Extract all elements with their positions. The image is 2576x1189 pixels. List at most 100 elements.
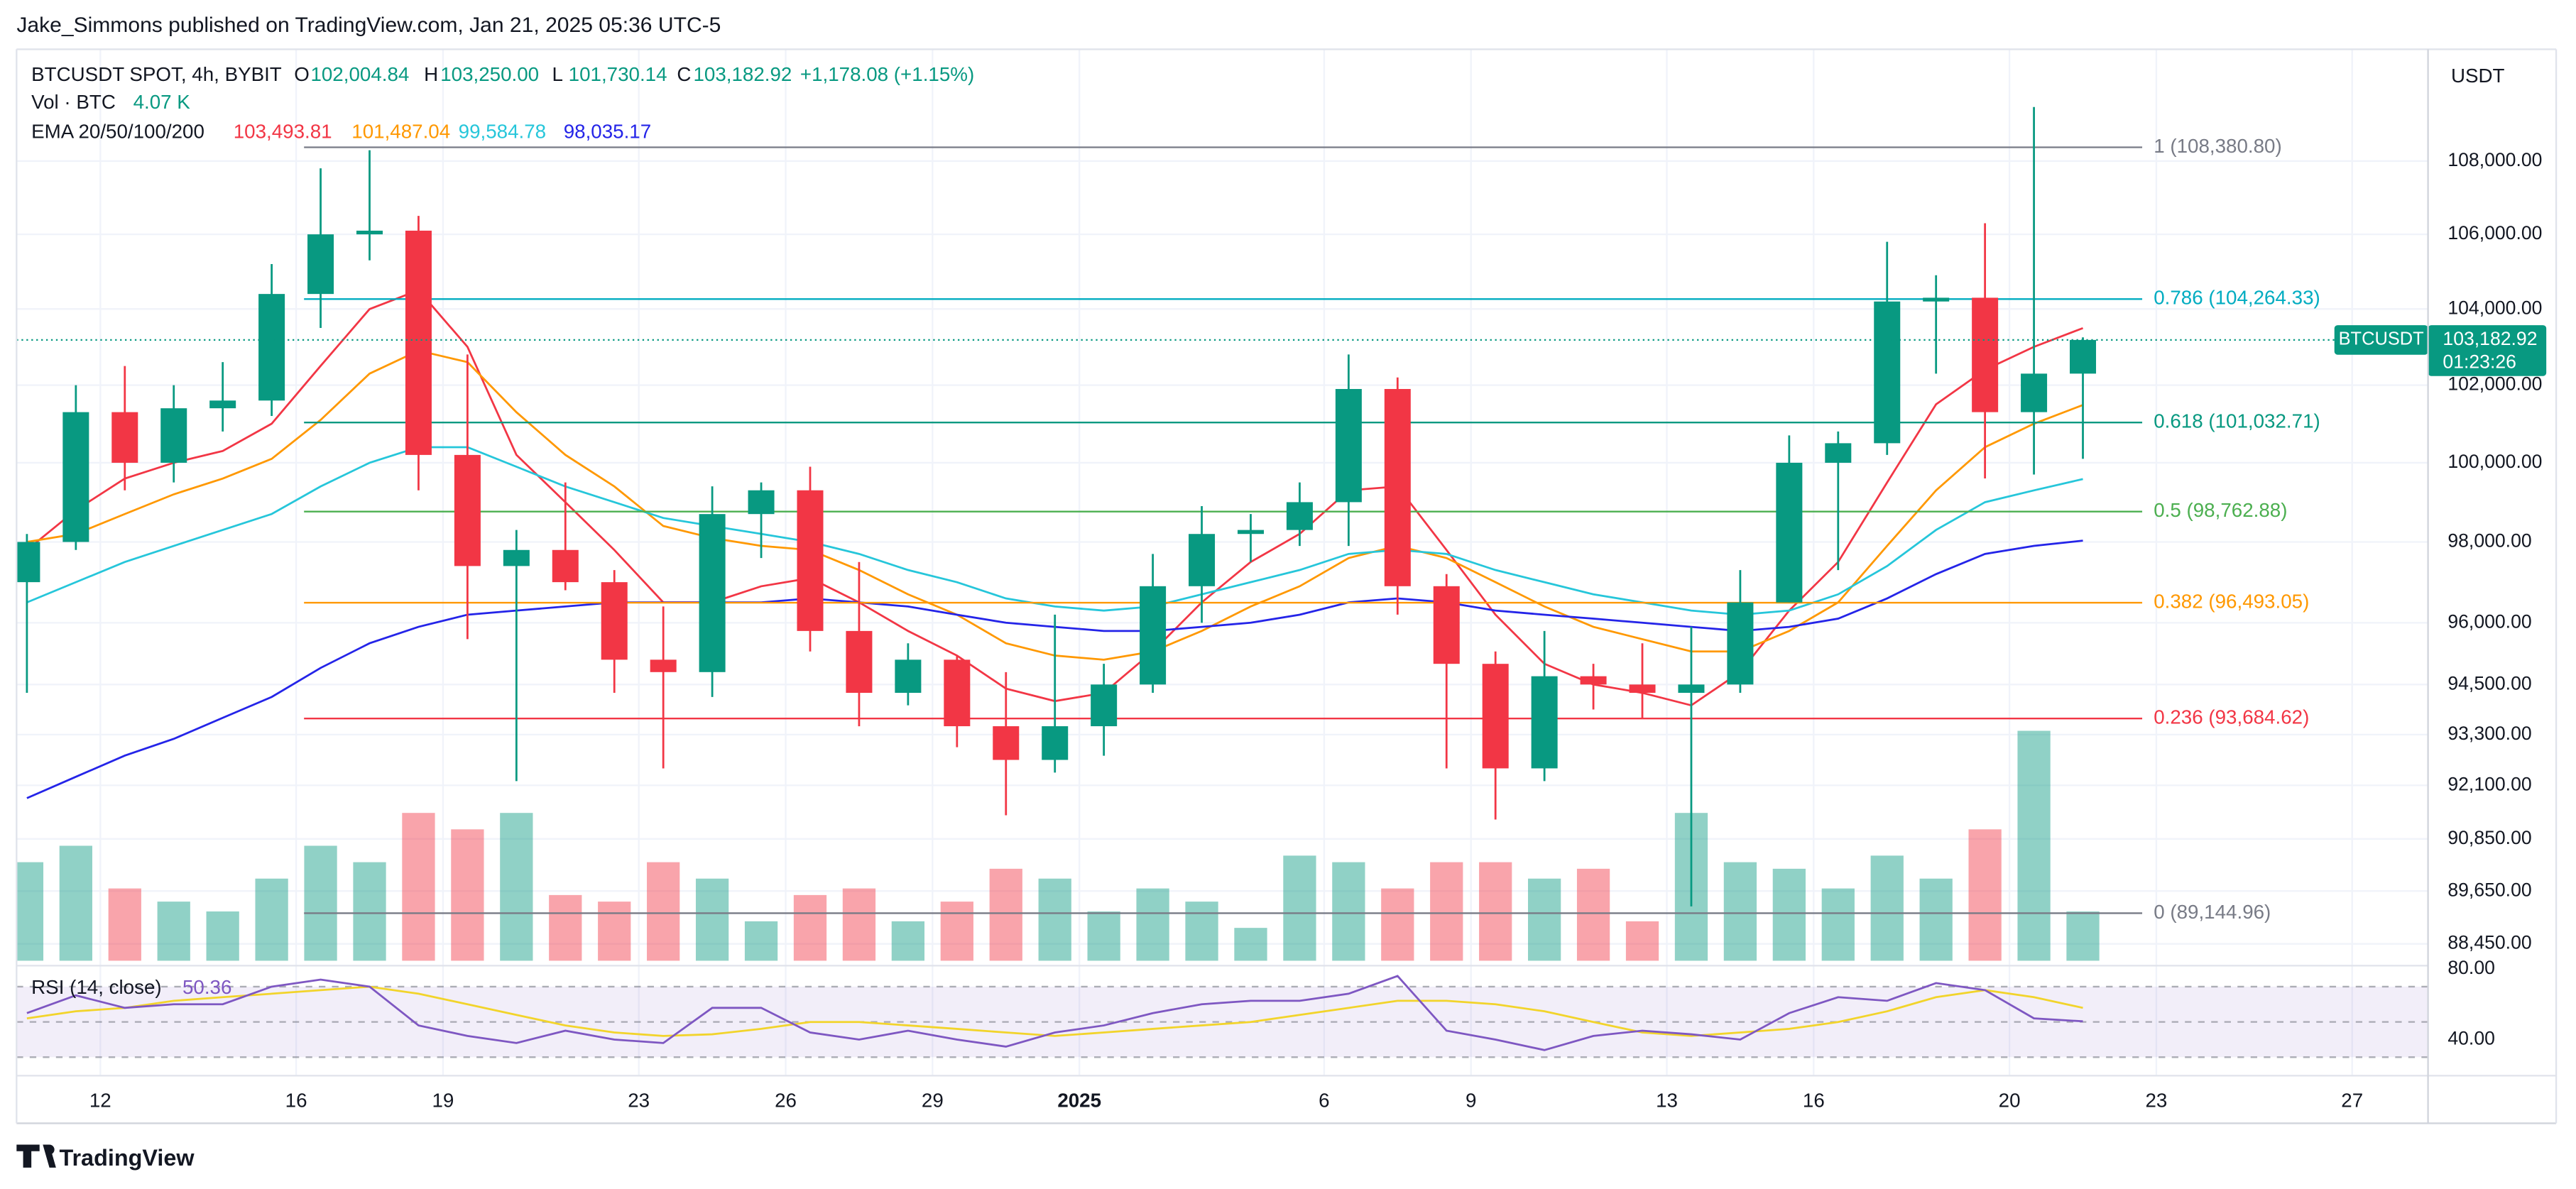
y-tick-label: 104,000.00 [2447,297,2542,318]
x-tick-label: 2025 [1057,1090,1101,1112]
volume-bar [402,813,435,961]
candle-body [1874,301,1901,444]
price-tag [2428,325,2547,376]
ohlc-key: O [294,63,310,85]
volume-bar [500,813,533,961]
volume-bar [1087,911,1120,961]
volume-bar [793,894,827,961]
x-tick-label: 13 [1656,1090,1678,1112]
fib-label: 0.236 (93,684.62) [2154,706,2309,728]
volume-bar [1234,928,1267,961]
candle-body [209,400,236,409]
volume-bar [940,902,973,961]
footer-brand[interactable]: TradingView [59,1145,195,1171]
volume-bar [451,829,484,961]
ema-value: 98,035.17 [564,121,651,143]
ohlc-key: C [677,63,691,85]
volume-bar [1723,862,1757,961]
x-tick-label: 9 [1466,1090,1476,1112]
rsi-band [16,986,2428,1058]
candle-body [160,408,187,463]
volume-bar [989,868,1022,961]
byline: Jake_Simmons published on TradingView.co… [16,13,721,37]
y-tick-label: 88,450.00 [2447,932,2531,953]
ohlc-value: 101,730.14 [569,63,667,85]
y-tick-label: 100,000.00 [2447,451,2542,472]
volume-bar [2017,730,2051,961]
candle-body [1678,684,1705,694]
candle-body [1433,586,1460,664]
fib-label: 0.5 (98,762.88) [2154,499,2287,521]
candle-body [1972,297,1999,412]
fib-label: 0.618 (101,032.71) [2154,410,2320,432]
volume-bar [2066,911,2100,961]
y-tick-label: 106,000.00 [2447,222,2542,243]
candle-body [454,454,481,566]
rsi-tick-label: 40.00 [2447,1027,2495,1048]
volume-bar [695,878,729,961]
ohlc-key: L [552,63,563,85]
volume-bar [108,888,141,961]
candle-body [1923,297,1950,302]
axis-unit: USDT [2451,65,2505,87]
fib-label: 0.786 (104,264.33) [2154,287,2320,309]
volume-bar [842,888,876,961]
candle-body [1384,388,1411,586]
logo [16,1144,56,1168]
rsi-value: 50.36 [182,976,231,998]
y-tick-label: 98,000.00 [2447,530,2531,552]
y-tick-label: 96,000.00 [2447,610,2531,632]
x-tick-label: 16 [285,1090,307,1112]
ema-value: 101,487.04 [351,121,450,143]
volume-bar [598,902,631,961]
volume-bar [1136,888,1169,961]
volume-bar [891,921,925,961]
volume-name: Vol · BTC [31,91,116,113]
x-tick-label: 23 [2145,1090,2167,1112]
candle-body [944,659,971,727]
price-tag-countdown: 01:23:26 [2443,351,2516,372]
candle-body [699,514,726,672]
x-tick-label: 27 [2341,1090,2363,1112]
ema-value: 99,584.78 [459,121,546,143]
candle-body [62,412,89,542]
x-tick-label: 29 [922,1090,944,1112]
x-tick-label: 20 [1999,1090,2021,1112]
y-tick-label: 94,500.00 [2447,672,2531,694]
candle-body [1335,388,1362,503]
volume-bar [744,921,778,961]
volume-bar [647,862,680,961]
volume-bar [1625,921,1659,961]
y-tick-label: 92,100.00 [2447,773,2531,794]
fib-label: 0 (89,144.96) [2154,901,2271,923]
x-tick-label: 19 [432,1090,454,1112]
candle-body [111,412,138,463]
volume-value: 4.07 K [133,91,191,113]
volume-bar [353,862,386,961]
ohlc-value: 103,182.92 [694,63,792,85]
candle-body [2021,373,2048,412]
candle-body [503,549,530,566]
volume-bar [1479,862,1512,961]
symbol-title: BTCUSDT SPOT, 4h, BYBIT [31,63,282,85]
candle-body [1237,530,1264,535]
candle-body [356,230,383,235]
rsi-name: RSI (14, close) [31,976,162,998]
x-tick-label: 6 [1319,1090,1329,1112]
symbol-tag-label: BTCUSDT [2339,329,2424,349]
candle-body [1727,602,1754,685]
candle-body [552,549,579,583]
symbol-tag [2334,325,2428,355]
volume-bar [206,911,239,961]
candle-body [1629,684,1656,694]
y-tick-label: 108,000.00 [2447,149,2542,170]
candle-body [2070,339,2097,374]
ema-label: EMA 20/50/100/200 [31,121,204,143]
candle-body [895,659,922,694]
volume-bar [1381,888,1414,961]
volume-bar [1576,868,1610,961]
candle-body [258,294,285,401]
y-tick-label: 102,000.00 [2447,373,2542,395]
